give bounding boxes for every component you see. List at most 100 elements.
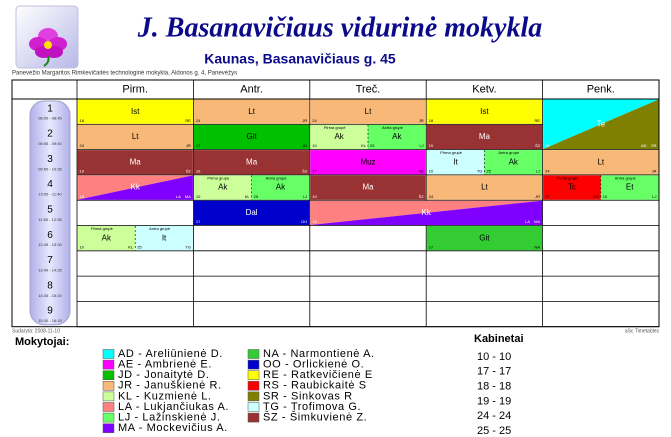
lesson-bg (368, 124, 426, 150)
teacher-code: TG (185, 244, 191, 249)
period-time: 09:50 - 10:35 (38, 166, 62, 171)
teacher-label: SR - Sinkovas R (263, 390, 353, 402)
day-label: Penk. (587, 83, 615, 95)
teacher-label: KL - Kuzmienė L. (118, 390, 212, 402)
timetable-grid: Pirm. Antr. Treč. Ketv. Penk. 1 08:00 - 08:45 I… (11, 79, 660, 328)
room: 25 (254, 194, 259, 199)
teacher-swatch (102, 370, 115, 380)
lesson-bg (543, 99, 659, 150)
teacher-code: SR (651, 143, 657, 148)
group: Antra grupė (498, 150, 520, 155)
room: 10 (80, 244, 85, 249)
teacher-code: JD (302, 143, 307, 148)
room: 25 (137, 244, 142, 249)
lesson-bg (543, 175, 601, 200)
room: 24 (196, 118, 201, 123)
teacher-label: AE - Ambrienė E. (118, 359, 212, 371)
room: 24 (545, 168, 550, 173)
teacher-code: LJ (419, 143, 423, 148)
group: Pirma grupė (440, 150, 463, 155)
lesson-bg (310, 200, 543, 225)
subject: Ist (131, 107, 140, 116)
teacher-label: LA - Lukjančiukas A. (118, 401, 229, 413)
subject: Te (597, 119, 606, 128)
room-label: 19 - 19 (477, 395, 511, 407)
period-number: 8 (47, 280, 53, 291)
room: 17 (312, 168, 317, 173)
teacher-code: TG (477, 168, 483, 173)
period-time: 14:35 - 15:20 (38, 293, 62, 298)
lesson-bg (193, 200, 310, 225)
teacher-code: AD (641, 143, 647, 148)
school-line: Panevėžio Margaritos Rimkevičaitės techn… (12, 71, 237, 77)
lesson-bg (77, 226, 136, 251)
room: 24 (312, 118, 317, 123)
lesson-bg (426, 124, 543, 150)
header-row (11, 79, 660, 100)
subject: Ma (246, 157, 258, 166)
group: Antra grupė (149, 226, 171, 231)
lesson-bg (193, 175, 252, 200)
day-label: Pirm. (122, 83, 148, 95)
period-number: 3 (47, 154, 53, 165)
subject: Git (246, 132, 257, 141)
room: 17 (429, 244, 434, 249)
teacher-label: JD - Jonaitytė D. (118, 369, 210, 381)
teacher-swatch (247, 370, 260, 380)
subject: Lt (481, 183, 488, 192)
room: 18 (80, 118, 85, 123)
teacher-swatch (247, 381, 260, 391)
teacher-swatch (247, 349, 260, 359)
teacher-code: JR (535, 194, 540, 199)
group: Pirma grupė (557, 175, 580, 180)
teacher-code: ŠZ (186, 168, 192, 173)
room: 24 (429, 194, 434, 199)
teacher-swatch (102, 402, 115, 412)
teacher-code: LA (525, 219, 530, 224)
room-label: 24 - 24 (477, 410, 511, 422)
subject: It (453, 157, 458, 166)
lesson-bg (77, 124, 193, 150)
teacher-label: LJ - Lažinskienė J. (118, 412, 221, 424)
teacher-code: LJ (303, 194, 307, 199)
group: Pirma grupė (207, 175, 230, 180)
teacher-code: JR (652, 168, 657, 173)
group: Antra grupė (615, 175, 637, 180)
footer-right: aSc Timetables (625, 328, 660, 334)
room-label: 25 - 25 (477, 425, 511, 437)
teacher-label: AD - Areliūnienė D. (118, 348, 223, 360)
period-number: 6 (47, 230, 53, 241)
period-number: 1 (47, 103, 53, 114)
teacher-swatch (247, 412, 260, 423)
lesson-bg (310, 99, 426, 124)
period-number: 2 (47, 129, 53, 140)
lesson-bg (426, 150, 485, 175)
teacher-code: JR (186, 143, 191, 148)
group: Antra grupė (382, 125, 404, 130)
lesson-bg (426, 226, 543, 251)
teacher-code: RE (185, 118, 191, 123)
subject: Lt (597, 157, 604, 166)
teacher-code: ŠZ (419, 194, 425, 199)
room: 10 (196, 194, 201, 199)
day-label: Treč. (356, 83, 381, 95)
subject: Ma (362, 183, 374, 192)
period-number: 5 (47, 204, 53, 215)
subject: Git (479, 233, 490, 242)
teacher-label: NA - Narmontienė A. (263, 348, 375, 360)
lesson-bg (484, 150, 543, 175)
room: 19 (196, 168, 201, 173)
subject: Kk (422, 208, 432, 217)
teacher-swatch (247, 402, 260, 412)
group: Pirma grupė (91, 226, 114, 231)
teacher-swatch (102, 412, 115, 423)
teacher-swatch (102, 423, 115, 433)
period-time: 13:40 - 14:25 (38, 268, 62, 273)
lesson-bg (310, 200, 543, 225)
teacher-code: ŠZ (535, 143, 541, 148)
period-time: 12:45 - 13:30 (38, 242, 62, 247)
subject: Ma (130, 157, 142, 166)
lesson-bg (426, 99, 543, 124)
day-label: Ketv. (472, 83, 496, 95)
